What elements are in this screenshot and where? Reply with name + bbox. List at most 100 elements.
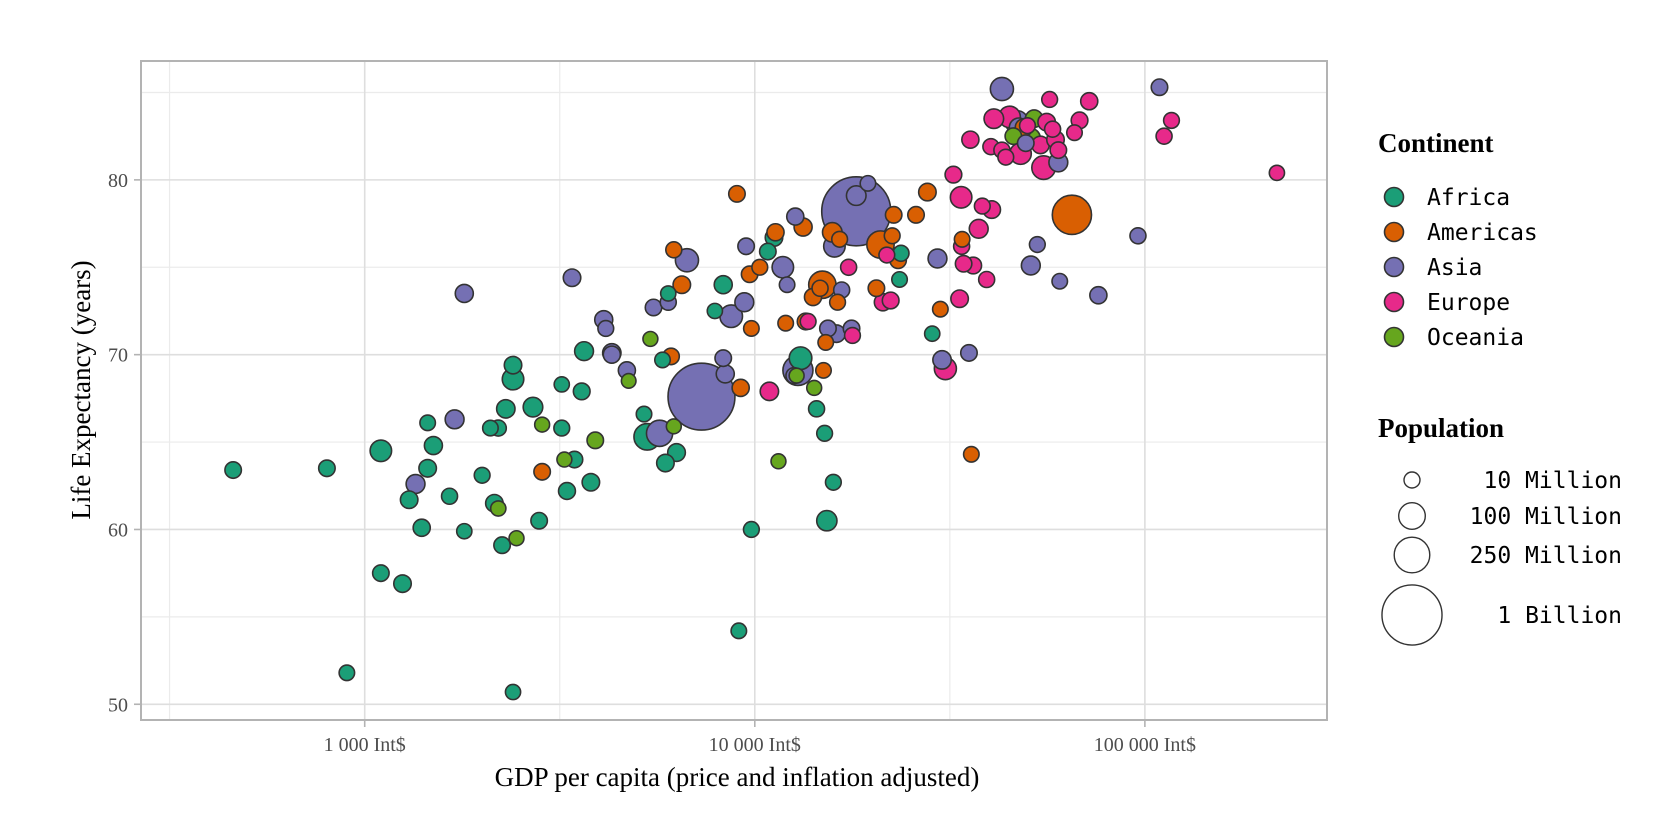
bubble-africa[interactable]: [815, 424, 834, 442]
bubble-europe[interactable]: [1079, 91, 1099, 111]
legend-item-oceania[interactable]: Oceania: [1383, 325, 1524, 351]
legend-item-americas[interactable]: Americas: [1383, 220, 1538, 246]
bubble-africa[interactable]: [553, 375, 571, 393]
bubble-europe[interactable]: [977, 270, 996, 289]
bubble-americas[interactable]: [817, 333, 835, 351]
bubble-europe[interactable]: [950, 289, 970, 309]
bubble-europe[interactable]: [878, 246, 896, 264]
bubble-africa[interactable]: [504, 683, 522, 701]
bubble-africa[interactable]: [815, 509, 838, 532]
bubble-africa[interactable]: [412, 518, 432, 538]
bubble-africa[interactable]: [923, 325, 941, 343]
bubble-asia[interactable]: [737, 237, 756, 256]
bubble-europe[interactable]: [997, 148, 1015, 166]
bubble-africa[interactable]: [653, 351, 672, 369]
bubble-asia[interactable]: [715, 364, 736, 384]
bubble-americas[interactable]: [828, 293, 847, 311]
bubble-africa[interactable]: [338, 664, 356, 682]
bubble-europe[interactable]: [973, 197, 991, 215]
bubble-asia[interactable]: [1129, 227, 1147, 245]
bubble-asia[interactable]: [597, 319, 615, 338]
bubble-asia[interactable]: [1150, 78, 1169, 97]
bubble-africa[interactable]: [573, 340, 595, 362]
bubble-africa[interactable]: [635, 405, 653, 423]
bubble-oceania[interactable]: [770, 453, 787, 470]
bubble-asia[interactable]: [932, 349, 953, 370]
bubble-americas[interactable]: [1051, 194, 1093, 236]
bubble-africa[interactable]: [730, 622, 748, 640]
bubble-oceania[interactable]: [533, 416, 551, 433]
bubble-americas[interactable]: [665, 240, 683, 259]
bubble-europe[interactable]: [944, 165, 963, 184]
bubble-oceania[interactable]: [788, 367, 805, 384]
bubble-asia[interactable]: [444, 409, 465, 430]
bubble-africa[interactable]: [481, 419, 499, 437]
bubble-asia[interactable]: [562, 268, 582, 288]
bubble-africa[interactable]: [418, 458, 438, 478]
bubble-asia[interactable]: [1051, 272, 1069, 290]
bubble-africa[interactable]: [419, 414, 437, 432]
legend-item-africa[interactable]: Africa: [1383, 185, 1511, 211]
bubble-europe[interactable]: [759, 381, 780, 402]
bubble-oceania[interactable]: [642, 330, 659, 348]
bubble-africa[interactable]: [455, 522, 473, 540]
legend-item-asia[interactable]: Asia: [1383, 255, 1483, 281]
bubble-africa[interactable]: [572, 382, 591, 401]
bubble-americas[interactable]: [867, 279, 886, 298]
bubble-africa[interactable]: [891, 270, 909, 289]
bubble-africa[interactable]: [423, 435, 444, 456]
bubble-europe[interactable]: [1018, 117, 1037, 135]
bubble-oceania[interactable]: [508, 529, 525, 547]
bubble-oceania[interactable]: [665, 418, 683, 435]
bubble-asia[interactable]: [778, 276, 796, 294]
bubble-europe[interactable]: [968, 218, 989, 240]
bubble-europe[interactable]: [1040, 90, 1059, 109]
bubble-asia[interactable]: [859, 174, 877, 192]
bubble-africa[interactable]: [399, 490, 419, 510]
bubble-africa[interactable]: [224, 461, 243, 480]
bubble-africa[interactable]: [530, 511, 549, 530]
bubble-europe[interactable]: [1043, 120, 1062, 138]
bubble-asia[interactable]: [771, 255, 795, 279]
bubble-asia[interactable]: [454, 283, 475, 304]
bubble-asia[interactable]: [1016, 134, 1035, 153]
bubble-americas[interactable]: [751, 258, 769, 276]
bubble-asia[interactable]: [644, 298, 663, 317]
bubble-asia[interactable]: [959, 343, 978, 362]
bubble-africa[interactable]: [706, 302, 724, 320]
bubble-europe[interactable]: [1065, 124, 1084, 142]
bubble-africa[interactable]: [742, 520, 761, 539]
bubble-africa[interactable]: [493, 536, 512, 555]
bubble-africa[interactable]: [553, 419, 571, 437]
bubble-americas[interactable]: [731, 378, 751, 398]
bubble-africa[interactable]: [317, 459, 336, 478]
bubble-asia[interactable]: [1028, 235, 1046, 254]
bubble-africa[interactable]: [655, 453, 675, 473]
bubble-africa[interactable]: [371, 564, 390, 583]
bubble-asia[interactable]: [845, 185, 867, 207]
bubble-oceania[interactable]: [805, 379, 823, 397]
bubble-americas[interactable]: [672, 275, 692, 295]
bubble-americas[interactable]: [533, 462, 552, 481]
bubble-europe[interactable]: [954, 254, 973, 273]
bubble-asia[interactable]: [714, 349, 733, 368]
bubble-asia[interactable]: [785, 207, 805, 226]
bubble-africa[interactable]: [788, 346, 813, 371]
bubble-americas[interactable]: [962, 445, 980, 463]
bubble-americas[interactable]: [917, 182, 937, 202]
bubble-europe[interactable]: [983, 108, 1005, 130]
bubble-americas[interactable]: [811, 279, 829, 298]
bubble-oceania[interactable]: [620, 372, 637, 389]
bubble-europe[interactable]: [1049, 141, 1068, 160]
bubble-africa[interactable]: [473, 466, 491, 484]
bubble-africa[interactable]: [392, 574, 413, 594]
bubble-americas[interactable]: [883, 227, 901, 245]
bubble-asia[interactable]: [734, 292, 755, 313]
bubble-africa[interactable]: [503, 355, 523, 375]
bubble-africa[interactable]: [581, 472, 601, 492]
bubble-oceania[interactable]: [489, 500, 507, 517]
bubble-oceania[interactable]: [556, 451, 573, 468]
bubble-asia[interactable]: [1089, 285, 1108, 305]
bubble-africa[interactable]: [440, 487, 459, 506]
bubble-europe[interactable]: [1162, 111, 1181, 130]
